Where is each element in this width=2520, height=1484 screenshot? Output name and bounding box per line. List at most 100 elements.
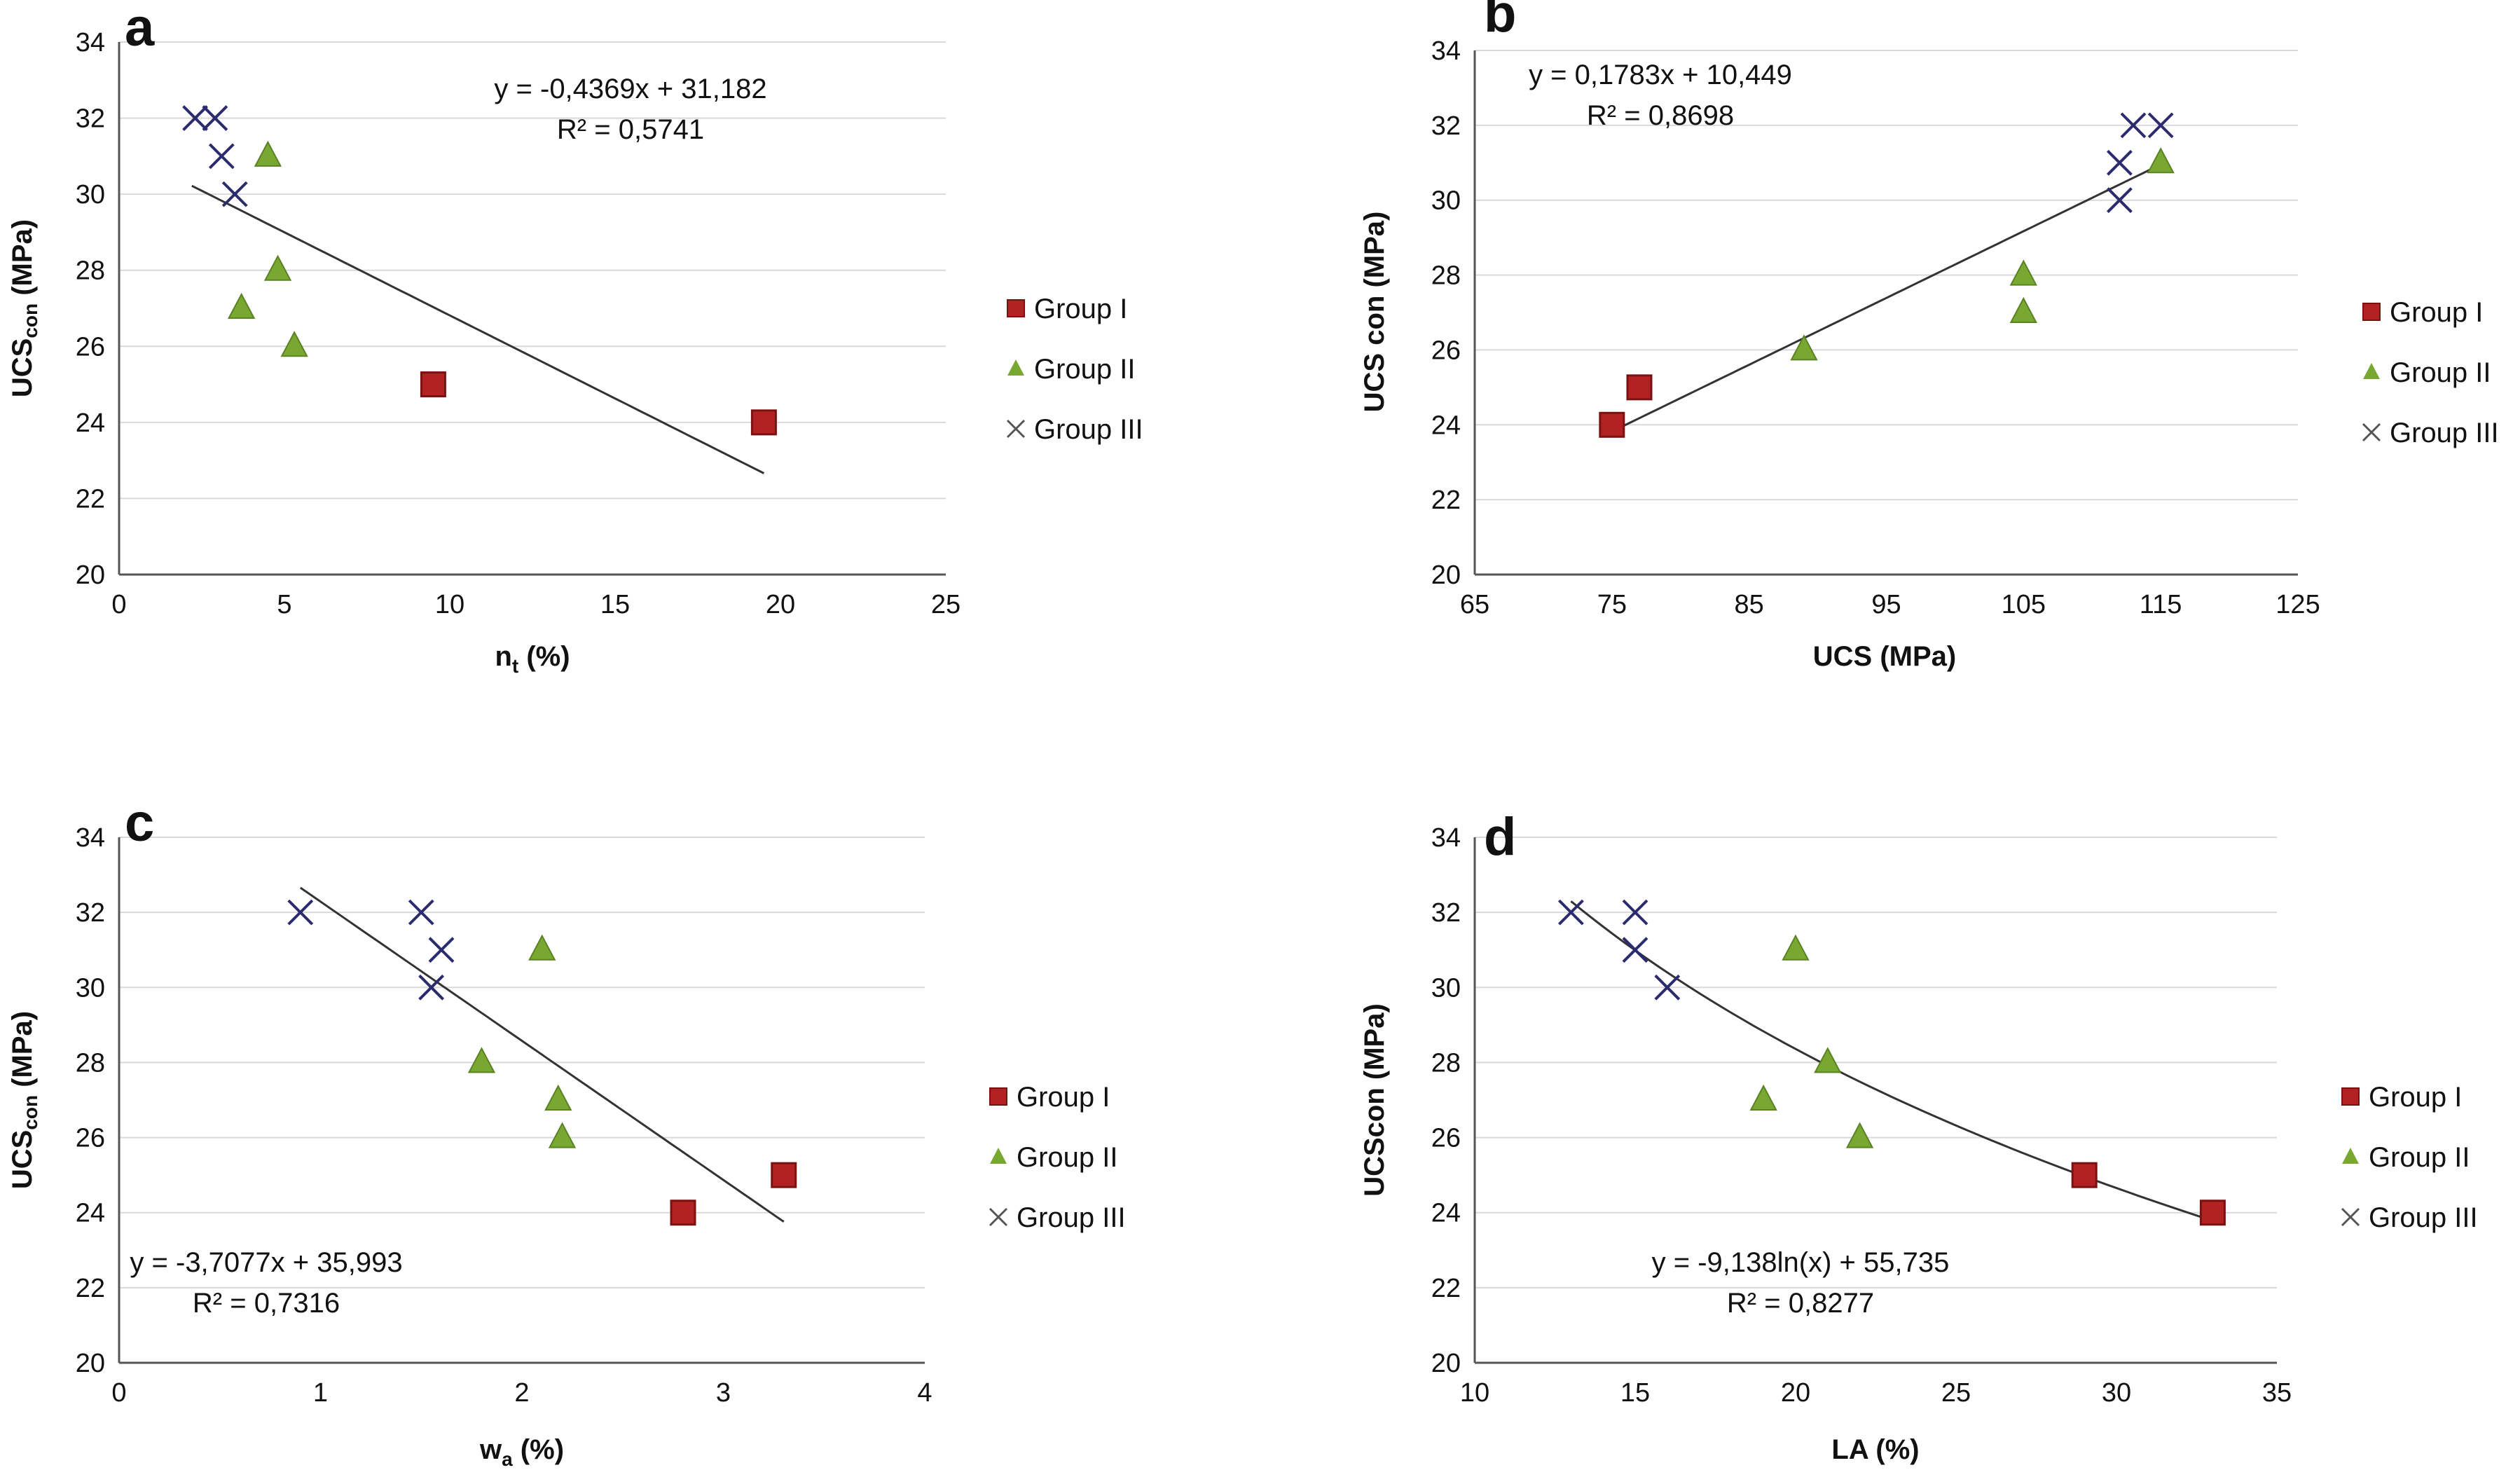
legend-label: Group III	[2369, 1202, 2478, 1233]
x-axis-title: wa (%)	[479, 1434, 564, 1470]
group-3-point	[2107, 187, 2133, 214]
y-tick-label: 20	[76, 1349, 105, 1378]
group-1-point	[2199, 1200, 2226, 1226]
y-axis-title-tail: (MPa)	[7, 219, 38, 303]
group-3-point	[2120, 112, 2147, 139]
y-axis-title-sub: con	[20, 1095, 41, 1130]
x-axis-title-main: w	[479, 1434, 502, 1465]
x-tick-label: 115	[2140, 590, 2182, 619]
legend-label: Group III	[1017, 1202, 1126, 1233]
legend-square-icon	[989, 1087, 1007, 1106]
y-tick-label: 20	[76, 561, 105, 590]
x-axis-title-tail: (%)	[518, 641, 570, 672]
trend-equation: y = -9,138ln(x) + 55,735	[1652, 1247, 1950, 1278]
y-tick-label: 24	[1431, 411, 1461, 440]
legend-triangle-icon	[2342, 1148, 2359, 1164]
group-2-point	[1782, 934, 1810, 961]
group-2-point	[467, 1047, 496, 1073]
group-3-point	[2107, 149, 2133, 176]
legend-triangle-icon	[990, 1148, 1007, 1164]
x-tick-label: 25	[1941, 1378, 1971, 1408]
legend-label: Group III	[1034, 414, 1143, 445]
trendline	[299, 886, 785, 1223]
y-tick-label: 28	[1431, 1048, 1461, 1078]
x-tick-label: 125	[2275, 590, 2320, 619]
y-tick-label: 28	[1431, 261, 1461, 291]
legend-label: Group II	[1017, 1142, 1118, 1173]
group-2-point	[280, 331, 308, 357]
panel-letter: c	[125, 793, 154, 853]
group-2-point	[528, 934, 556, 961]
x-tick-label: 95	[1871, 590, 1901, 619]
y-tick-label: 32	[76, 104, 105, 134]
group-3-point	[408, 899, 434, 926]
group-1-point	[1599, 411, 1625, 438]
panel-a: 20 22 24 26 28 30 32 34 0 5 10 15 20 25 y = -0,4369x +…	[7, 0, 1143, 677]
x-tick-label: 1	[313, 1378, 328, 1408]
group-1-point	[1626, 374, 1653, 401]
panel-letter: a	[125, 0, 155, 57]
y-tick-label: 22	[1431, 486, 1461, 515]
x-tick-label: 35	[2262, 1378, 2292, 1408]
y-tick-label: 32	[76, 898, 105, 928]
y-tick-label: 24	[76, 408, 105, 438]
group-3-point	[182, 105, 208, 131]
x-axis-title-sub: t	[512, 655, 518, 677]
trendline	[1570, 900, 2213, 1222]
x-tick-label: 105	[2002, 590, 2046, 619]
legend-label: Group III	[2390, 418, 2499, 448]
r-squared: R² = 0,5741	[557, 114, 704, 145]
group-1-point	[2071, 1162, 2098, 1188]
trendline	[191, 184, 765, 474]
group-2-point	[1790, 334, 1818, 361]
x-tick-label: 3	[716, 1378, 731, 1408]
group-1-point	[420, 371, 446, 398]
group-2-point	[254, 140, 282, 167]
y-axis-title: UCScon (MPa)	[1359, 1003, 1390, 1197]
y-tick-label: 34	[1431, 823, 1461, 853]
group-3-point	[428, 937, 455, 963]
legend-label: Group II	[2369, 1142, 2470, 1173]
group-2-point	[2009, 259, 2037, 286]
r-squared: R² = 0,8698	[1587, 100, 1734, 131]
trend-equation: y = -3,7077x + 35,993	[130, 1247, 402, 1278]
group-1-point	[750, 409, 777, 436]
trend-equation: y = -0,4369x + 31,182	[494, 74, 766, 104]
legend-square-icon	[2362, 303, 2381, 321]
y-axis-title-main: UCS	[7, 338, 38, 397]
legend-label: Group I	[1017, 1082, 1110, 1113]
y-tick-label: 26	[76, 332, 105, 362]
group-3-point	[1622, 899, 1648, 926]
y-axis-title-main: UCScon (MPa)	[1359, 1003, 1390, 1197]
panel-letter: b	[1484, 0, 1516, 43]
trend-equation: y = 0,1783x + 10,449	[1529, 60, 1792, 90]
y-axis-title: UCS con (MPa)	[1359, 212, 1390, 413]
y-axis-title-sub: con	[20, 303, 41, 338]
legend-label: Group I	[2390, 297, 2483, 328]
y-tick-label: 34	[76, 28, 105, 57]
group-2-point	[544, 1084, 572, 1111]
legend: Group I Group II Group III	[2341, 1082, 2478, 1233]
group-2-point	[548, 1122, 577, 1148]
r-squared: R² = 0,7316	[193, 1288, 340, 1319]
group-3-point	[287, 899, 314, 926]
y-tick-label: 30	[76, 973, 105, 1003]
x-axis-title-tail: (%)	[513, 1434, 564, 1465]
x-tick-label: 75	[1597, 590, 1627, 619]
x-axis-title: LA (%)	[1831, 1434, 1919, 1465]
legend-square-icon	[1007, 299, 1025, 317]
x-tick-label: 85	[1735, 590, 1764, 619]
r-squared: R² = 0,8277	[1727, 1288, 1874, 1319]
x-axis-title-main: UCS (MPa)	[1813, 641, 1956, 672]
legend: Group I Group II Group III	[989, 1082, 1126, 1233]
group-3-point	[1622, 937, 1648, 963]
legend-cross-icon	[1006, 419, 1026, 439]
y-tick-label: 30	[1431, 973, 1461, 1003]
x-tick-label: 30	[2102, 1378, 2131, 1408]
y-tick-label: 30	[76, 180, 105, 209]
y-axis-title: UCScon (MPa)	[7, 219, 41, 397]
y-axis-title: UCScon (MPa)	[7, 1011, 41, 1189]
group-3-point	[1654, 974, 1681, 1001]
